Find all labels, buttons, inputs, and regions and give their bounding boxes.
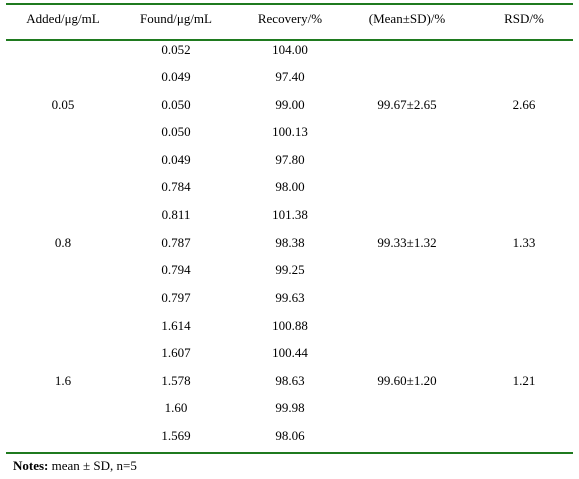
rsd-cell: 1.21 — [512, 373, 536, 388]
found-cell: 0.049 — [161, 69, 191, 84]
notes-label: Notes: — [13, 458, 49, 473]
recovery-cell: 100.88 — [272, 318, 308, 333]
rsd-cell: 2.66 — [512, 97, 536, 112]
found-cell: 0.784 — [161, 179, 191, 194]
found-cell: 0.787 — [161, 235, 191, 250]
recovery-cell: 98.00 — [275, 179, 305, 194]
added-cell: 0.8 — [54, 235, 72, 250]
header-added: Added/μg/mL — [26, 11, 100, 26]
header-found: Found/μg/mL — [140, 11, 212, 26]
found-cell: 1.607 — [161, 345, 191, 360]
header-mean-sd: (Mean±SD)/% — [368, 11, 446, 26]
recovery-cell: 100.44 — [272, 345, 308, 360]
added-cell: 1.6 — [54, 373, 72, 388]
found-cell: 0.050 — [161, 124, 191, 139]
header-recovery: Recovery/% — [257, 11, 323, 26]
table-header-rule — [6, 39, 573, 41]
found-cell: 0.050 — [161, 97, 191, 112]
recovery-cell: 97.40 — [275, 69, 305, 84]
found-cell: 0.797 — [161, 290, 191, 305]
found-cell: 0.794 — [161, 262, 191, 277]
notes-text: mean ± SD, n=5 — [48, 458, 137, 473]
recovery-cell: 99.98 — [275, 400, 305, 415]
table-bottom-rule — [6, 452, 573, 454]
found-cell: 1.569 — [161, 428, 191, 443]
recovery-cell: 100.13 — [272, 124, 308, 139]
header-rsd: RSD/% — [504, 11, 544, 26]
found-cell: 1.578 — [161, 373, 191, 388]
recovery-cell: 99.00 — [275, 97, 305, 112]
recovery-cell: 104.00 — [272, 42, 308, 57]
recovery-cell: 98.63 — [275, 373, 305, 388]
recovery-cell: 101.38 — [272, 207, 308, 222]
table-notes: Notes: mean ± SD, n=5 — [13, 458, 137, 474]
found-cell: 0.052 — [161, 42, 191, 57]
found-cell: 1.614 — [161, 318, 191, 333]
mean-sd-cell: 99.67±2.65 — [377, 97, 437, 112]
found-cell: 0.049 — [161, 152, 191, 167]
rsd-cell: 1.33 — [512, 235, 536, 250]
recovery-cell: 97.80 — [275, 152, 305, 167]
mean-sd-cell: 99.33±1.32 — [377, 235, 437, 250]
found-cell: 1.60 — [164, 400, 188, 415]
recovery-cell: 99.25 — [275, 262, 305, 277]
recovery-cell: 98.38 — [275, 235, 305, 250]
table-top-rule — [6, 3, 573, 5]
recovery-cell: 99.63 — [275, 290, 305, 305]
found-cell: 0.811 — [161, 207, 191, 222]
recovery-cell: 98.06 — [275, 428, 305, 443]
added-cell: 0.05 — [51, 97, 75, 112]
mean-sd-cell: 99.60±1.20 — [377, 373, 437, 388]
